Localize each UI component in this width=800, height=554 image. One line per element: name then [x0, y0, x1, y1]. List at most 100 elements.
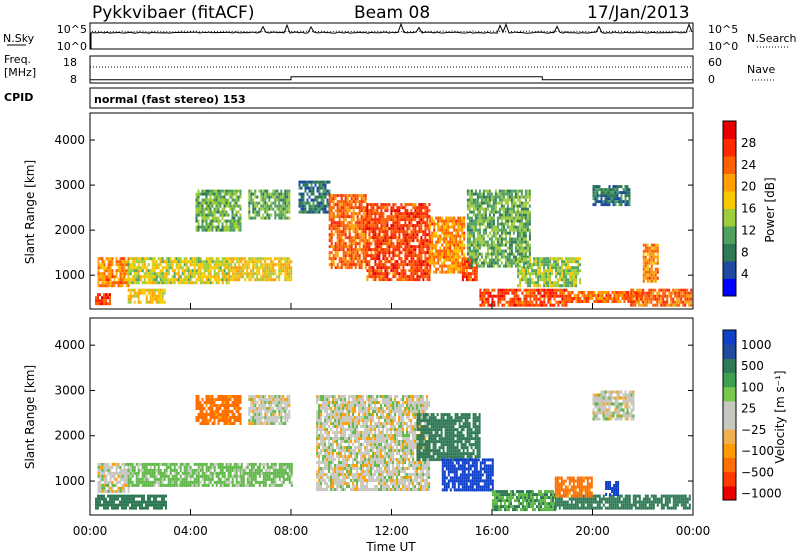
power-echo-cell — [352, 200, 355, 204]
power-echo-cell — [298, 192, 301, 196]
velocity-echo-cell — [117, 497, 119, 501]
power-echo-cell — [606, 191, 609, 195]
power-echo-cell — [613, 297, 616, 300]
power-echo-cell — [306, 186, 309, 190]
power-echo-cell — [131, 275, 134, 279]
velocity-echo-cell — [113, 506, 115, 510]
power-echo-cell — [531, 263, 534, 267]
power-echo-cell — [447, 234, 450, 238]
freq-tick-top: 18 — [63, 56, 77, 69]
power-echo-cell — [516, 243, 519, 247]
power-echo-cell — [599, 294, 602, 297]
power-echo-cell — [262, 201, 265, 205]
power-echo-cell — [264, 269, 267, 273]
power-echo-cell — [563, 297, 566, 301]
velocity-echo-cell — [95, 506, 97, 510]
power-echo-cell — [506, 207, 509, 211]
power-echo-cell — [133, 275, 136, 279]
power-echo-cell — [288, 257, 291, 261]
power-echo-cell — [344, 236, 347, 240]
power-echo-cell — [596, 197, 599, 201]
power-echo-cell — [472, 219, 475, 223]
power-echo-cell — [197, 228, 200, 232]
power-echo-cell — [437, 258, 440, 262]
power-echo-cell — [424, 221, 427, 225]
power-echo-cell — [286, 201, 289, 205]
velocity-echo-cell — [129, 506, 131, 510]
power-echo-cell — [342, 245, 345, 249]
power-echo-cell — [650, 273, 653, 277]
velocity-echo-cell — [125, 471, 128, 475]
power-echo-cell — [121, 275, 124, 279]
power-echo-cell — [103, 281, 106, 285]
power-echo-cell — [197, 204, 200, 208]
power-echo-cell — [235, 189, 238, 193]
power-echo-cell — [571, 257, 574, 261]
power-echo-cell — [610, 194, 613, 198]
power-echo-cell — [248, 266, 251, 270]
power-echo-cell — [512, 219, 515, 223]
power-echo-cell — [324, 195, 327, 199]
power-echo-cell — [286, 198, 289, 202]
power-echo-cell — [439, 258, 442, 262]
power-echo-cell — [470, 261, 473, 265]
power-echo-cell — [330, 242, 333, 246]
power-echo-cell — [129, 281, 132, 285]
power-echo-cell — [348, 245, 351, 249]
power-echo-cell — [199, 210, 202, 214]
power-echo-cell — [484, 231, 487, 235]
power-echo-cell — [239, 228, 242, 232]
power-echo-cell — [276, 213, 279, 217]
power-echo-cell — [101, 284, 104, 288]
power-echo-cell — [161, 272, 164, 276]
power-echo-cell — [223, 225, 226, 229]
power-echo-cell — [447, 231, 450, 235]
power-echo-cell — [563, 269, 566, 273]
power-echo-cell — [364, 266, 367, 270]
power-echo-cell — [447, 252, 450, 256]
power-echo-cell — [256, 201, 259, 205]
power-echo-cell — [400, 272, 403, 276]
power-echo-cell — [533, 297, 536, 301]
power-echo-cell — [107, 272, 110, 276]
power-echo-cell — [133, 288, 136, 292]
power-echo-cell — [338, 206, 341, 210]
power-echo-cell — [492, 201, 495, 205]
power-echo-cell — [482, 195, 485, 199]
power-echo-cell — [143, 263, 146, 267]
power-echo-cell — [406, 245, 409, 249]
power-echo-cell — [229, 222, 232, 226]
power-echo-cell — [163, 260, 166, 264]
velocity-echo-cell — [129, 474, 132, 478]
power-echo-cell — [468, 246, 471, 250]
power-echo-cell — [328, 263, 331, 267]
power-echo-cell — [217, 272, 220, 276]
power-echo-cell — [463, 260, 466, 264]
power-echo-cell — [278, 272, 281, 276]
power-echo-cell — [358, 221, 361, 225]
power-echo-cell — [678, 303, 681, 307]
velocity-echo-cell — [153, 497, 155, 501]
power-echo-cell — [201, 201, 204, 205]
power-echo-cell — [354, 230, 357, 234]
power-echo-cell — [288, 195, 291, 199]
power-echo-cell — [676, 288, 679, 292]
power-echo-cell — [386, 221, 389, 225]
power-echo-cell — [298, 201, 301, 205]
power-echo-cell — [414, 245, 417, 249]
power-echo-cell — [563, 260, 566, 264]
power-echo-cell — [567, 297, 570, 300]
power-echo-cell — [412, 266, 415, 270]
power-echo-cell — [187, 278, 190, 282]
power-echo-cell — [686, 291, 689, 295]
velocity-echo-cell — [101, 503, 103, 507]
velocity-echo-cell — [151, 483, 154, 487]
power-echo-cell — [418, 230, 421, 234]
power-echo-cell — [99, 263, 102, 267]
power-echo-cell — [264, 266, 267, 270]
power-echo-cell — [526, 213, 529, 217]
power-echo-cell — [587, 300, 590, 303]
power-echo-cell — [362, 194, 365, 198]
velocity-echo-cell — [119, 471, 122, 475]
power-echo-cell — [370, 230, 373, 234]
